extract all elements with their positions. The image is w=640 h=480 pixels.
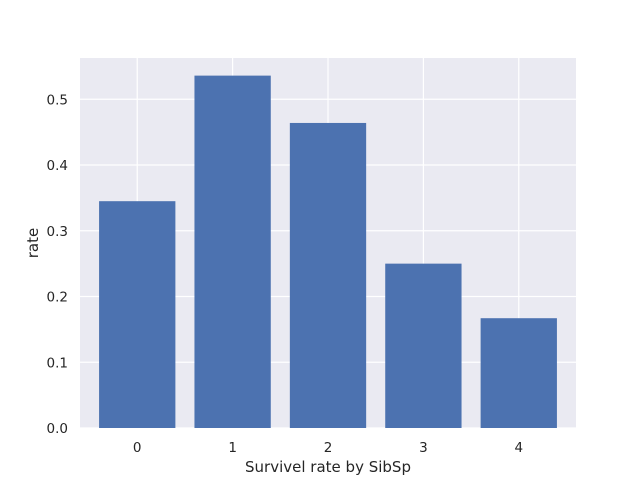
bar-3 — [385, 263, 462, 428]
bar-1 — [194, 75, 271, 428]
y-tick-label: 0.0 — [47, 421, 68, 437]
bar-0 — [99, 201, 176, 428]
bars — [99, 75, 557, 429]
x-tick-labels: 0 1 2 3 4 — [133, 440, 523, 456]
x-axis-label: Survivel rate by SibSp — [245, 458, 411, 476]
bar-2 — [289, 122, 367, 429]
x-tick-label: 4 — [514, 440, 523, 456]
y-tick-label: 0.4 — [47, 158, 68, 174]
x-tick-label: 0 — [133, 440, 142, 456]
bar-4 — [480, 318, 557, 428]
x-tick-label: 3 — [419, 440, 428, 456]
x-tick-label: 1 — [228, 440, 237, 456]
y-axis-label: rate — [24, 228, 42, 258]
y-tick-label: 0.5 — [47, 92, 68, 108]
y-tick-label: 0.3 — [47, 224, 68, 240]
x-tick-label: 2 — [324, 440, 333, 456]
y-tick-label: 0.2 — [47, 290, 68, 306]
y-tick-label: 0.1 — [47, 355, 68, 371]
y-tick-labels: 0.0 0.1 0.2 0.3 0.4 0.5 — [47, 92, 68, 437]
